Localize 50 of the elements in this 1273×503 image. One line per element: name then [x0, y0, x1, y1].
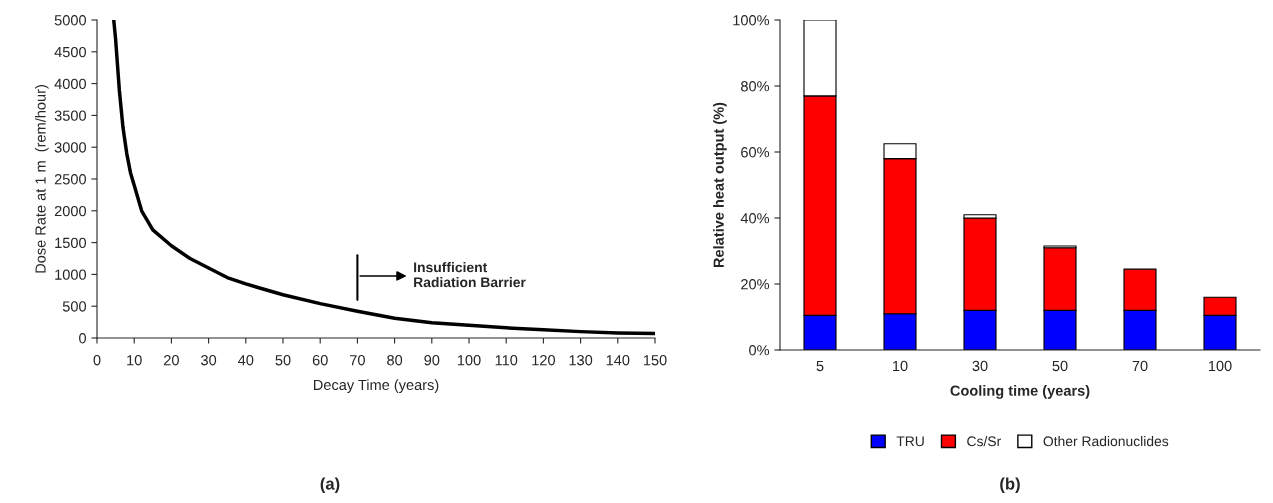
y-tick-label: 40%: [740, 213, 770, 224]
y-tick-label: 2500: [54, 174, 87, 185]
x-tick-label: 5: [816, 360, 824, 372]
y-tick-label: 20%: [741, 279, 770, 290]
legend-label: TRU: [896, 436, 924, 447]
x-tick-label: 0: [93, 355, 101, 366]
y-axis-title: Dose Rate at 1 m (rem/hour): [34, 85, 49, 273]
y-tick-label: 1500: [55, 237, 87, 249]
x-tick-label: 60: [312, 355, 328, 366]
x-tick-label: 20: [164, 355, 179, 366]
x-tick-label: 100: [1208, 360, 1232, 372]
legend-label: Cs/Sr: [967, 436, 1001, 447]
x-tick-label: 70: [1132, 360, 1148, 372]
y-tick-label: 1000: [55, 269, 87, 280]
x-tick-label: 50: [275, 355, 291, 366]
text: (a): [320, 477, 340, 493]
y-tick-label: 0: [79, 333, 87, 344]
x-tick-label: 40: [238, 355, 254, 366]
ref-line-label: Insufficient Radiation Barrier: [414, 262, 526, 288]
x-tick-label: 50: [1052, 360, 1068, 372]
legend-label: Other Radionuclides: [1043, 436, 1169, 447]
x-tick-label: 150: [643, 355, 667, 366]
x-axis-title: Cooling time (years): [950, 385, 1090, 399]
y-tick-label: 3000: [54, 142, 87, 153]
x-tick-label: 90: [424, 355, 440, 366]
x-tick-label: 140: [606, 355, 630, 366]
y-tick-label: 60%: [741, 147, 770, 158]
y-tick-label: 100%: [733, 15, 770, 26]
line-series: [112, 20, 655, 336]
x-tick-label: 30: [201, 355, 217, 366]
x-tick-label: 100: [457, 355, 481, 366]
x-tick-label: 10: [127, 355, 142, 366]
x-axis-title: Decay Time (years): [313, 379, 439, 393]
y-tick-label: 4000: [54, 78, 87, 90]
y-tick-label: 0%: [749, 345, 770, 356]
y-tick-label: 4500: [54, 46, 87, 58]
x-tick-label: 110: [495, 355, 518, 366]
x-tick-label: 10: [893, 360, 908, 372]
y-tick-label: 500: [62, 301, 87, 312]
x-tick-label: 130: [569, 355, 593, 366]
y-tick-label: 3500: [54, 110, 87, 121]
x-tick-label: 30: [972, 360, 988, 372]
text: (b): [1000, 477, 1020, 493]
x-tick-label: 120: [532, 355, 555, 366]
y-tick-label: 5000: [54, 15, 87, 26]
y-tick-label: 80%: [741, 81, 770, 92]
y-axis-title: Relative heat output (%): [713, 102, 727, 268]
y-tick-label: 2000: [54, 205, 87, 217]
x-tick-label: 80: [387, 355, 403, 366]
x-tick-label: 70: [350, 355, 365, 366]
